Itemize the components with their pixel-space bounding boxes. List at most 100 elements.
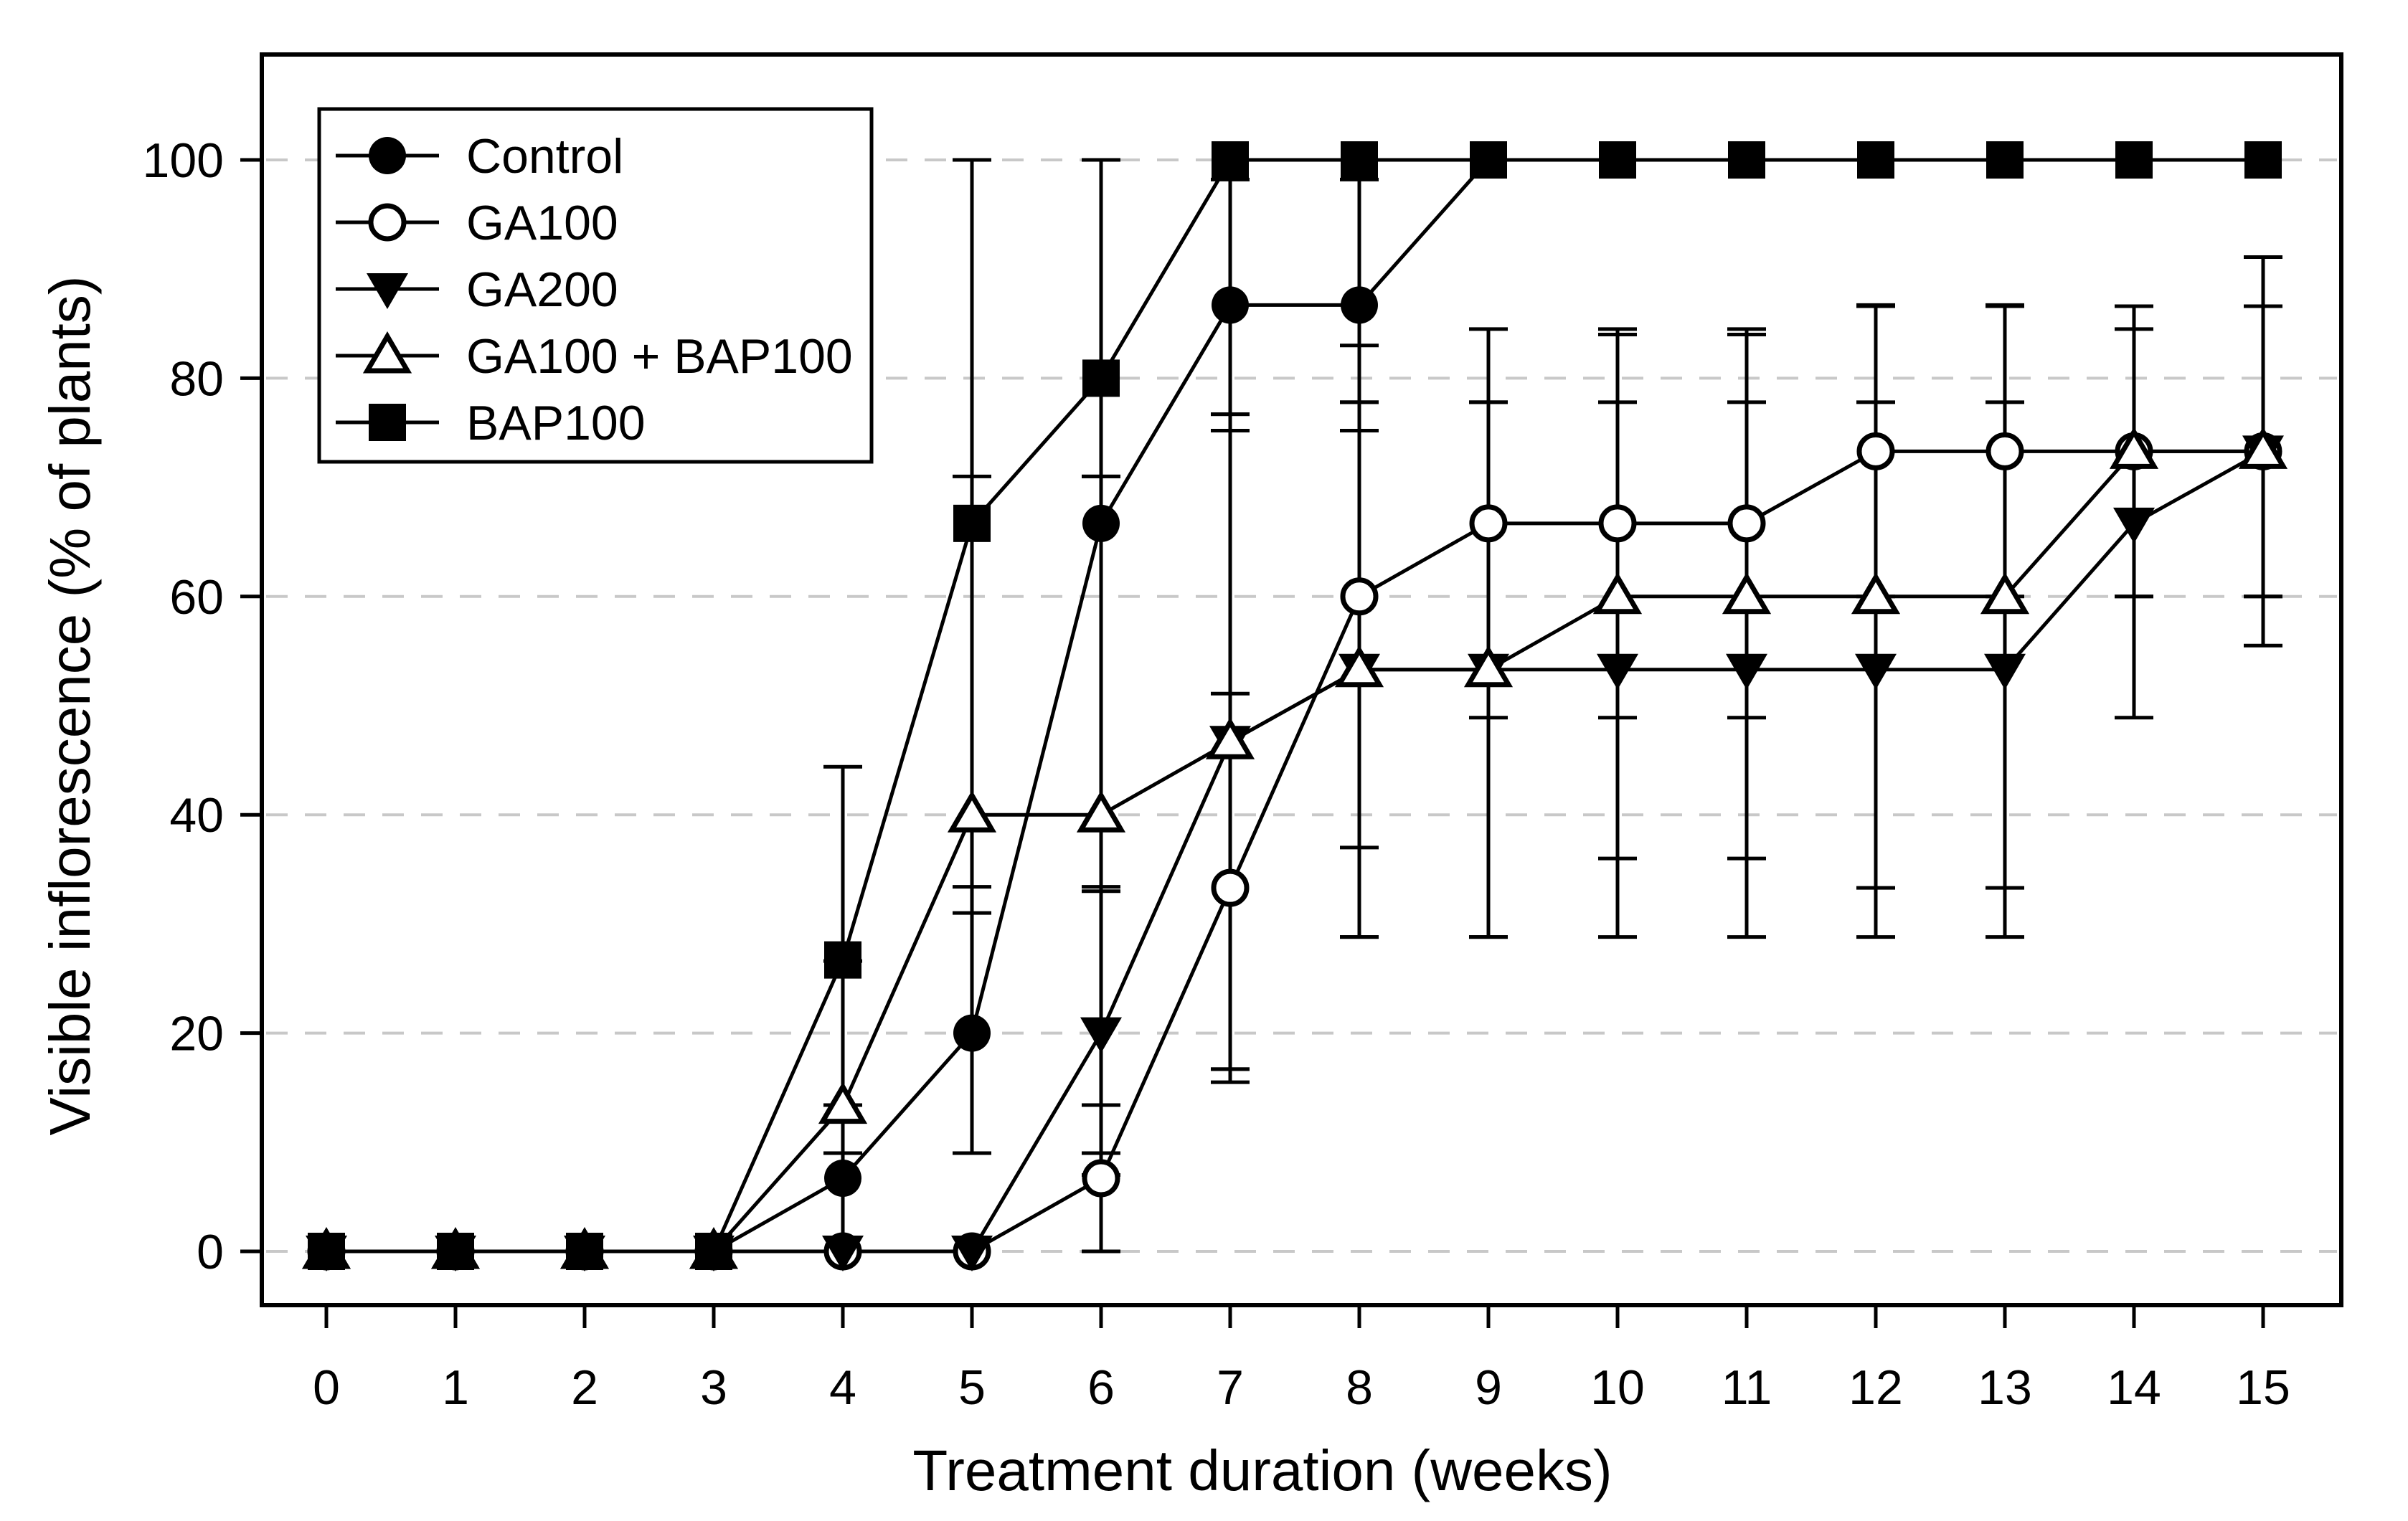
x-tick-label-3: 3: [700, 1360, 727, 1415]
marker-ga200-w6: [1080, 1017, 1122, 1053]
marker-bap100-w5: [953, 504, 991, 542]
y-tick-label-100: 100: [143, 133, 224, 188]
x-tick-label-1: 1: [442, 1360, 469, 1415]
marker-bap100-w8: [1341, 141, 1378, 179]
x-tick-label-4: 4: [829, 1360, 856, 1415]
marker-ga100-w10: [1598, 504, 1637, 543]
y-tick-label-40: 40: [169, 788, 224, 843]
x-tick-label-9: 9: [1475, 1360, 1502, 1415]
marker-ga100-w11: [1727, 504, 1766, 543]
marker-ga100-w8: [1340, 577, 1379, 616]
series-markers-ga100-bap100: [301, 427, 2288, 1269]
x-tick-label-14: 14: [2107, 1360, 2161, 1415]
marker-ga100-w12: [1856, 432, 1895, 470]
legend-item-ga200: GA200: [336, 262, 618, 317]
marker-ga100-bap100-w6: [1076, 790, 1126, 833]
marker-ga100-bap100-w12: [1851, 572, 1901, 615]
x-tick-label-15: 15: [2236, 1360, 2290, 1415]
marker-bap100-w2: [566, 1233, 603, 1270]
x-tick-label-11: 11: [1722, 1360, 1772, 1415]
x-tick-label-10: 10: [1590, 1360, 1645, 1415]
marker-bap100-w10: [1599, 141, 1636, 179]
legend-label-bap100: BAP100: [466, 396, 646, 450]
marker-bap100-w14: [2115, 141, 2153, 179]
series-marker-layer: [301, 141, 2288, 1271]
marker-ga200-w5: [951, 1236, 993, 1271]
marker-bap100-w6: [1082, 359, 1120, 397]
legend-item-control: Control: [336, 129, 623, 184]
legend-item-bap100: BAP100: [336, 396, 646, 450]
x-tick-label-13: 13: [1978, 1360, 2032, 1415]
series-markers-ga200: [306, 435, 2284, 1271]
legend-layer: Control GA100 GA200 GA100 + BAP100 BAP100: [317, 107, 874, 464]
error-bars-ga200: [1082, 304, 2282, 1177]
y-tick-label-80: 80: [169, 351, 224, 406]
marker-ga200-w10: [1597, 653, 1638, 690]
marker-control-w7: [1212, 286, 1249, 324]
marker-ga200-w4: [822, 1236, 864, 1271]
marker-bap100-w3: [695, 1233, 732, 1270]
x-tick-label-6: 6: [1087, 1360, 1115, 1415]
legend-box: [317, 107, 874, 464]
marker-ga100-bap100-w15: [2238, 427, 2288, 469]
legend-marker-ga100-icon: [368, 203, 407, 242]
marker-ga100-bap100-w7: [1205, 717, 1255, 759]
y-axis-title: Visible inflorescence (% of plants): [38, 275, 102, 1135]
marker-control-w6: [1082, 504, 1120, 542]
y-tick-label-20: 20: [169, 1007, 224, 1061]
marker-ga200-w13: [1984, 653, 2026, 690]
x-tick-label-7: 7: [1217, 1360, 1244, 1415]
marker-control-w4: [824, 1160, 861, 1198]
marker-ga100-bap100-w8: [1334, 645, 1384, 688]
error-bars-ga100: [1082, 255, 2282, 1254]
marker-ga100-bap100-w9: [1463, 645, 1514, 688]
legend-marker-bap100-icon: [369, 404, 406, 441]
x-tick-label-8: 8: [1346, 1360, 1373, 1415]
marker-ga100-bap100-w5: [947, 790, 997, 833]
marker-ga100-w7: [1211, 868, 1250, 907]
series-line-ga100: [326, 449, 2263, 1254]
marker-bap100-w0: [308, 1233, 345, 1270]
x-tick-label-0: 0: [313, 1360, 340, 1415]
series-line-layer: [326, 158, 2265, 1254]
legend-label-ga100-bap100: GA100 + BAP100: [466, 329, 853, 384]
x-tick-label-2: 2: [571, 1360, 598, 1415]
marker-ga100-bap100-w10: [1592, 572, 1643, 615]
error-bar-layer: [823, 158, 2282, 1254]
series-line-bap100: [326, 158, 2263, 1254]
marker-bap100-w12: [1857, 141, 1894, 179]
error-bars-ga100-bap100: [823, 303, 2282, 1254]
marker-bap100-w13: [1986, 141, 2024, 179]
marker-bap100-w11: [1728, 141, 1765, 179]
marker-bap100-w4: [824, 941, 861, 979]
marker-ga200-w14: [2113, 507, 2155, 544]
legend-marker-ga100-bap100-icon: [362, 331, 412, 374]
marker-bap100-w9: [1470, 141, 1507, 179]
marker-ga100-w13: [1986, 432, 2024, 470]
plot-border: [260, 52, 2343, 1307]
legend-label-ga200: GA200: [466, 262, 618, 317]
marker-ga100-bap100-w11: [1722, 572, 1772, 615]
series-line-ga200: [326, 450, 2265, 1254]
marker-bap100-w15: [2244, 141, 2282, 179]
legend-label-ga100: GA100: [466, 196, 618, 250]
marker-ga100-w6: [1082, 1159, 1120, 1198]
series-line-ga100-bap100: [326, 449, 2263, 1254]
series-markers-ga100: [307, 432, 2282, 1271]
legend-marker-ga200-icon: [367, 273, 408, 309]
marker-ga100-bap100-w13: [1980, 572, 2030, 615]
marker-bap100-w7: [1212, 141, 1249, 179]
legend-label-control: Control: [466, 129, 623, 184]
marker-bap100-w1: [437, 1233, 474, 1270]
legend-marker-control-icon: [369, 137, 406, 174]
marker-ga200-w12: [1855, 653, 1897, 690]
legend-item-ga100: GA100: [336, 196, 618, 250]
x-tick-label-5: 5: [958, 1360, 986, 1415]
y-tick-label-60: 60: [169, 570, 224, 625]
legend-item-ga100-bap100: GA100 + BAP100: [336, 329, 853, 384]
x-tick-label-12: 12: [1849, 1360, 1903, 1415]
marker-ga100-bap100-w4: [818, 1081, 868, 1124]
